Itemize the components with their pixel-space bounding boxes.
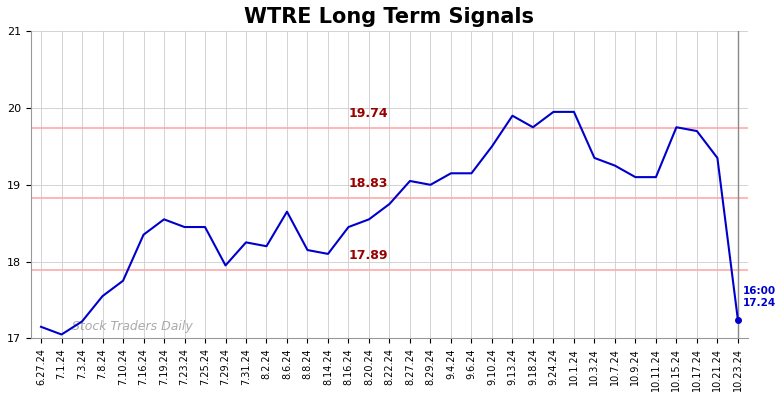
Text: 16:00
17.24: 16:00 17.24 (743, 286, 776, 308)
Text: Stock Traders Daily: Stock Traders Daily (72, 320, 193, 333)
Text: 18.83: 18.83 (349, 177, 388, 190)
Text: 17.89: 17.89 (349, 249, 388, 262)
Title: WTRE Long Term Signals: WTRE Long Term Signals (245, 7, 535, 27)
Text: 19.74: 19.74 (349, 107, 388, 120)
